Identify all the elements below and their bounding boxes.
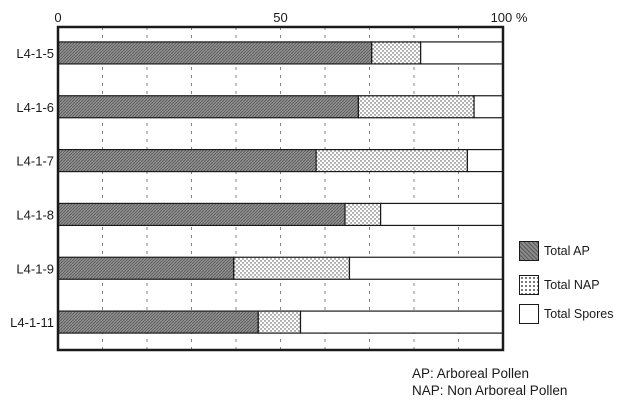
bar-total-nap (344, 202, 382, 227)
bar-total-ap (57, 202, 346, 227)
category-label: L4-1-7 (16, 154, 54, 169)
x-tick-label: 50 (273, 10, 287, 25)
bar-total-ap (57, 256, 235, 280)
bar-total-nap (257, 310, 302, 334)
footnote-nap: NAP: Non Arboreal Pollen (412, 383, 568, 398)
bar-total-spores (420, 41, 504, 65)
legend-swatch-ap (519, 241, 539, 261)
bar-total-nap (371, 41, 422, 65)
legend-swatch-spores (519, 304, 539, 324)
category-label: L4-1-6 (16, 100, 54, 115)
footnotes: AP: Arboreal Pollen NAP: Non Arboreal Po… (412, 365, 567, 399)
gridlines (102, 27, 459, 350)
bar-total-spores (380, 202, 504, 227)
x-tick-label: 100 % (491, 10, 528, 25)
bar-total-ap (57, 95, 359, 119)
legend-swatch-nap (519, 275, 539, 295)
legend-label-nap: Total NAP (544, 278, 600, 292)
footnote-ap: AP: Arboreal Pollen (412, 366, 530, 381)
bar-total-ap (57, 41, 373, 65)
category-label: L4-1-8 (16, 207, 54, 222)
plot-frame (56, 25, 505, 352)
legend-label-ap: Total AP (544, 244, 590, 258)
bar-total-nap (233, 256, 351, 280)
category-label: L4-1-9 (16, 261, 54, 276)
bar-total-nap (357, 95, 475, 119)
bar-total-spores (473, 95, 504, 119)
bar-total-ap (57, 310, 259, 334)
x-tick-label: 0 (54, 10, 61, 25)
category-label: L4-1-5 (16, 46, 54, 61)
category-label: L4-1-11 (10, 315, 54, 330)
legend-label-spores: Total Spores (544, 307, 614, 321)
bar-total-nap (315, 148, 469, 173)
category-labels: L4-1-5 L4-1-6 L4-1-7 L4-1-8 L4-1-9 L4-1-11 (10, 46, 54, 330)
bar-total-spores (299, 310, 504, 334)
bar-total-ap (57, 148, 317, 173)
legend-item-total-nap: Total NAP (519, 274, 600, 296)
legend-item-total-spores: Total Spores (519, 303, 613, 325)
legend-item-total-ap: Total AP (519, 240, 590, 262)
bar-total-spores (466, 148, 504, 173)
bar-total-spores (348, 256, 504, 280)
tick-labels: 0 50 100 % (54, 10, 527, 25)
